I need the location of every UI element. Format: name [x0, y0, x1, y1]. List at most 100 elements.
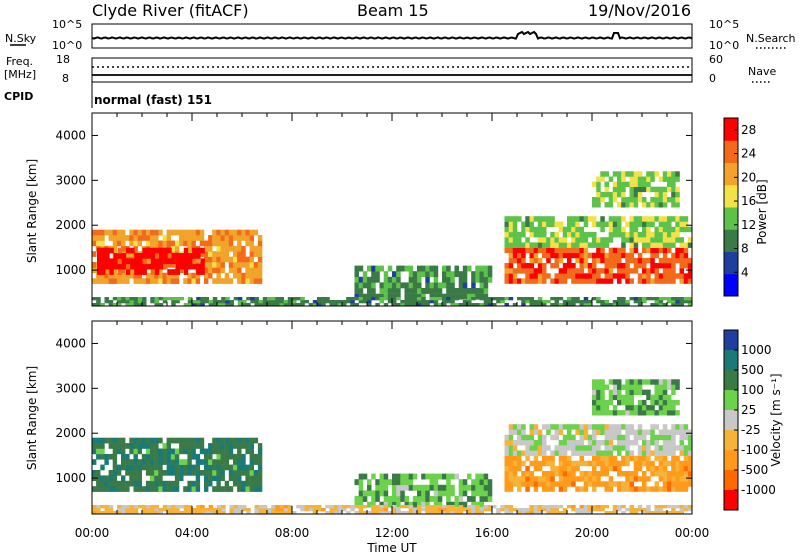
heatmap-cell — [654, 505, 659, 509]
heatmap-cell — [533, 273, 539, 279]
n-sky-label: N.Sky — [5, 32, 37, 45]
heatmap-cell — [512, 242, 518, 248]
heatmap-cell — [525, 268, 530, 274]
heatmap-cell — [113, 253, 118, 259]
heatmap-cell — [442, 276, 447, 283]
heatmap-cell — [121, 486, 126, 492]
heatmap-cell — [97, 269, 102, 275]
heatmap-cell — [629, 486, 634, 492]
heatmap-cell — [667, 394, 672, 401]
heatmap-cell — [650, 263, 655, 269]
heatmap-cell — [163, 253, 168, 259]
heatmap-cell — [592, 445, 597, 451]
heatmap-cell — [504, 486, 509, 492]
heatmap-cell — [379, 511, 384, 515]
heatmap-cell — [529, 471, 534, 477]
heatmap-cell — [679, 252, 684, 259]
heatmap-cell — [662, 242, 668, 248]
heatmap-cell — [508, 263, 514, 269]
heatmap-cell — [671, 252, 676, 259]
heatmap-cell — [550, 450, 555, 456]
heatmap-cell — [121, 511, 126, 515]
heatmap-cell — [134, 258, 139, 265]
heatmap-cell — [208, 448, 213, 455]
heatmap-cell — [654, 297, 659, 301]
heatmap-cell — [542, 445, 547, 451]
heatmap-cell — [421, 297, 426, 301]
heatmap-cell — [367, 501, 372, 508]
date-title: 19/Nov/2016 — [588, 1, 691, 20]
heatmap-cell — [500, 505, 505, 509]
heatmap-cell — [558, 221, 564, 227]
heatmap-cell — [675, 471, 680, 477]
heatmap-cell — [683, 226, 689, 233]
heatmap-cell — [650, 394, 655, 401]
heatmap-cell — [596, 405, 601, 411]
heatmap-cell — [471, 303, 476, 307]
heatmap-cell — [629, 481, 634, 487]
heatmap-cell — [392, 276, 397, 283]
heatmap-cell — [621, 231, 626, 238]
heatmap-cell — [508, 216, 514, 222]
heatmap-cell — [625, 424, 630, 430]
heatmap-cell — [199, 448, 205, 455]
heatmap-cell — [467, 288, 472, 294]
heatmap-cell — [454, 508, 459, 512]
heatmap-cell — [333, 303, 339, 307]
heatmap-cell — [458, 490, 464, 497]
heatmap-cell — [195, 470, 201, 476]
heatmap-cell — [216, 251, 221, 257]
heatmap-cell — [508, 511, 514, 515]
heatmap-cell — [542, 237, 547, 243]
heatmap-cell — [621, 202, 626, 208]
heatmap-cell — [450, 282, 455, 289]
heatmap-cell — [667, 505, 672, 509]
heatmap-cell — [671, 216, 676, 222]
heatmap-cell — [257, 464, 263, 471]
heatmap-cell — [508, 268, 514, 274]
heatmap-cell — [646, 247, 651, 254]
heatmap-cell — [170, 464, 176, 471]
heatmap-cell — [129, 437, 134, 444]
heatmap-cell — [504, 450, 509, 456]
heatmap-cell — [96, 508, 101, 512]
heatmap-cell — [396, 288, 401, 294]
heatmap-cell — [304, 300, 309, 304]
heatmap-cell — [575, 257, 580, 264]
heatmap-cell — [446, 511, 451, 515]
heatmap-cell — [317, 508, 322, 512]
heatmap-cell — [108, 453, 113, 460]
heatmap-cell — [446, 473, 451, 480]
heatmap-cell — [233, 443, 238, 449]
heatmap-cell — [637, 176, 643, 182]
heatmap-cell — [137, 235, 142, 241]
heatmap-cell — [200, 505, 205, 509]
heatmap-cell — [629, 508, 634, 512]
heatmap-cell — [629, 181, 634, 187]
heatmap-cell — [600, 221, 605, 227]
heatmap-cell — [187, 278, 192, 284]
heatmap-cell — [421, 496, 426, 502]
heatmap-cell — [612, 455, 618, 462]
heatmap-cell — [587, 216, 593, 222]
heatmap-cell — [166, 251, 171, 257]
heatmap-cell — [100, 229, 105, 236]
heatmap-cell — [121, 240, 126, 247]
heatmap-cell — [241, 453, 246, 460]
heatmap-cell — [187, 470, 192, 476]
heatmap-cell — [517, 424, 522, 430]
heatmap-cell — [121, 505, 126, 509]
heatmap-cell — [425, 473, 430, 480]
heatmap-cell — [667, 450, 672, 456]
heatmap-cell — [125, 263, 131, 270]
heatmap-cell — [592, 231, 597, 238]
heatmap-cell — [442, 265, 447, 272]
heatmap-cell — [375, 293, 380, 300]
heatmap-cell — [146, 253, 151, 259]
heatmap-cell — [183, 437, 188, 444]
nave-tick-bottom: 0 — [709, 72, 716, 85]
noise-panel-frame — [91, 23, 693, 49]
heatmap-cell — [408, 484, 414, 491]
heatmap-cell — [233, 251, 238, 257]
